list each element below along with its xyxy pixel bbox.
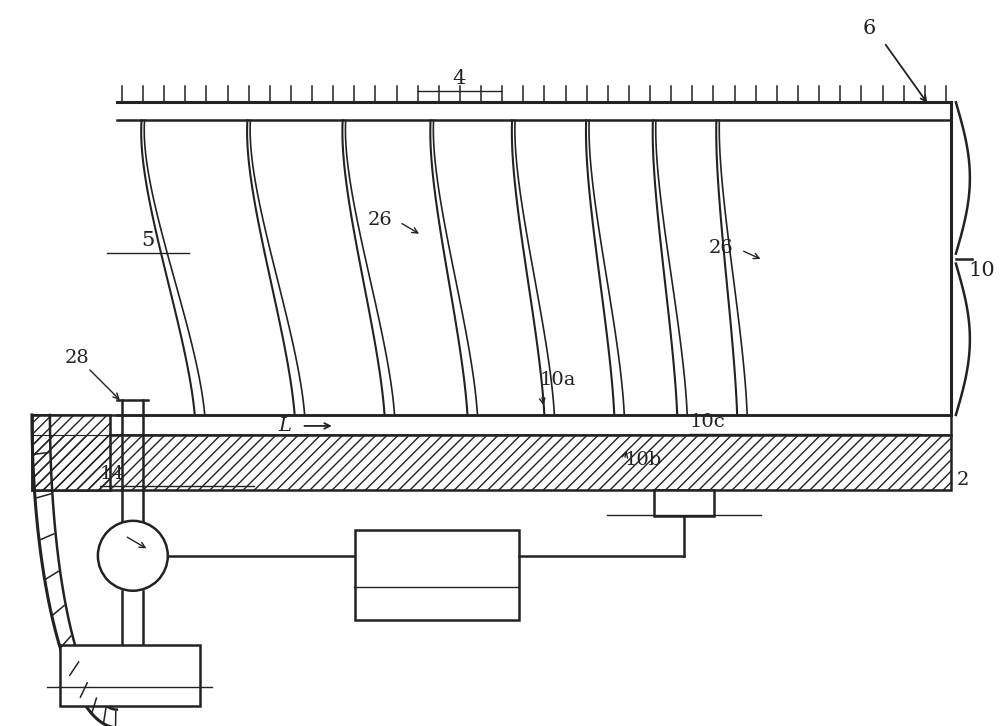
Text: 18: 18	[117, 665, 143, 684]
Text: 6: 6	[862, 19, 876, 38]
Bar	[32, 415, 110, 490]
Bar	[32, 415, 951, 435]
Polygon shape	[32, 102, 951, 726]
Bar	[355, 530, 519, 620]
Text: 26: 26	[709, 239, 734, 257]
Text: 20: 20	[120, 547, 145, 565]
Text: 26: 26	[368, 211, 392, 229]
Bar	[654, 490, 714, 516]
Text: 10: 10	[969, 261, 996, 280]
Text: 24: 24	[672, 494, 697, 512]
Text: 28: 28	[65, 349, 90, 367]
Bar	[32, 435, 951, 490]
Text: 5: 5	[141, 231, 154, 250]
Bar	[60, 645, 200, 706]
Text: 4: 4	[453, 69, 466, 88]
Text: 10a: 10a	[539, 371, 576, 389]
Text: 2: 2	[957, 471, 969, 489]
Text: 10c: 10c	[689, 413, 725, 431]
Text: L: L	[278, 417, 291, 435]
Bar	[32, 415, 110, 490]
Bar	[32, 435, 951, 490]
Text: 10b: 10b	[624, 451, 662, 469]
Circle shape	[98, 521, 168, 591]
Text: 22: 22	[423, 566, 450, 584]
Text: 14: 14	[100, 465, 125, 483]
